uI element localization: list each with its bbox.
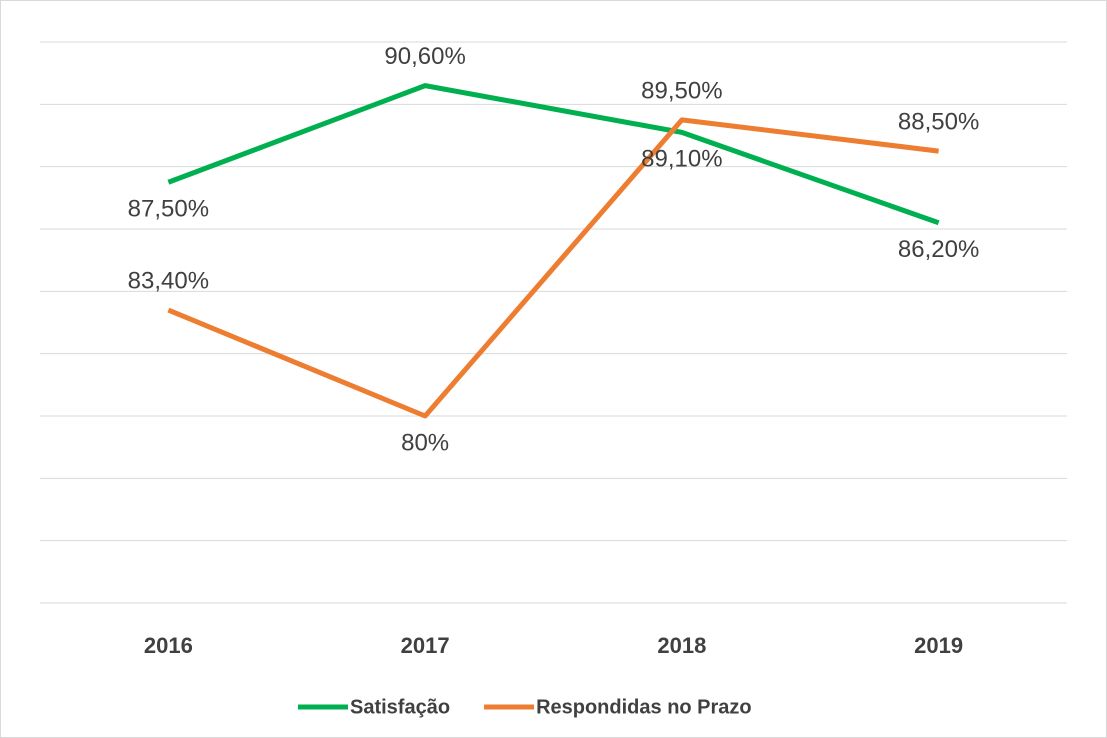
- x-tick-label: 2016: [144, 633, 193, 658]
- data-label: 90,60%: [384, 43, 465, 70]
- data-label: 88,50%: [898, 108, 979, 135]
- x-tick-label: 2017: [401, 633, 450, 658]
- data-label: 83,40%: [128, 267, 209, 294]
- legend-label: Respondidas no Prazo: [536, 696, 752, 718]
- data-label: 80%: [401, 429, 449, 456]
- x-tick-label: 2019: [914, 633, 963, 658]
- data-label: 86,20%: [898, 236, 979, 263]
- line: [167, 117, 939, 419]
- data-label: 89,10%: [641, 146, 722, 173]
- x-tick-label: 2018: [657, 633, 706, 658]
- line: [167, 83, 940, 226]
- data-label: 87,50%: [128, 196, 209, 223]
- legend-label: Satisfação: [350, 696, 450, 718]
- data-label: 89,50%: [641, 77, 722, 104]
